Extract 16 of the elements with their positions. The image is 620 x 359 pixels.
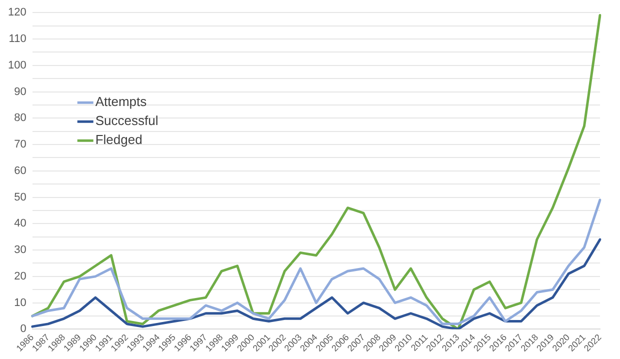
y-tick-label: 120 [8,6,26,19]
y-tick-label: 40 [14,218,26,230]
y-tick-label: 100 [8,59,26,72]
y-tick-label: 30 [14,244,26,256]
legend-label: Successful [95,113,158,128]
y-tick-label: 80 [14,112,26,124]
y-tick-label: 20 [14,270,26,282]
y-tick-label: 0 [20,323,26,336]
legend-label: Fledged [95,132,142,148]
legend-label: Attempts [95,94,148,110]
y-tick-label: 60 [14,164,26,177]
y-tick-label: 70 [14,138,26,151]
y-tick-label: 10 [14,296,26,309]
y-tick-label: 110 [8,33,26,46]
y-tick-label: 50 [14,191,26,204]
y-tick-label: 90 [14,86,26,98]
